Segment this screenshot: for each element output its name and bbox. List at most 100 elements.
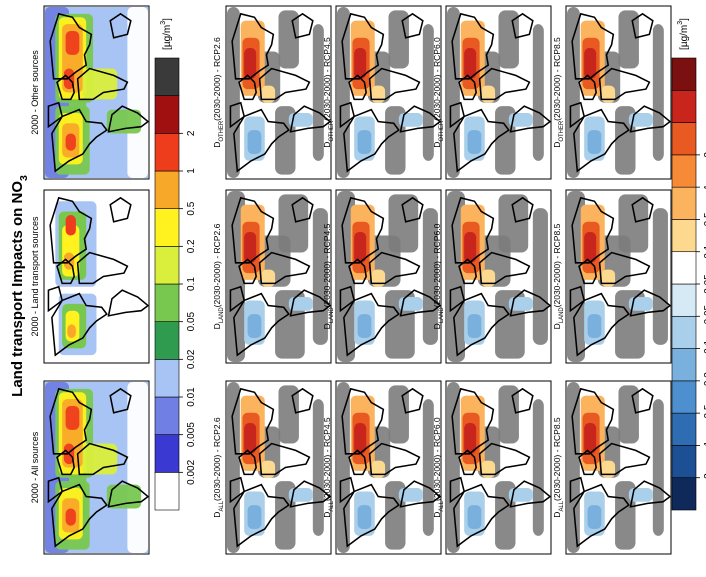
colorbar-tick-text: 0.01 — [186, 387, 197, 407]
panel-label-sub: ALL — [559, 500, 565, 511]
colorbar-swatch — [154, 321, 180, 360]
colorbar-swatch — [154, 170, 180, 209]
colorbar-swatch — [671, 154, 697, 188]
panel-label-sub: ALL — [219, 500, 225, 511]
map-content — [447, 381, 551, 553]
masked-region — [227, 190, 246, 362]
colorbar-tick-text: -0.2 — [703, 372, 706, 390]
anomaly-patch — [247, 130, 262, 155]
panel-label-prefix: D — [322, 323, 332, 329]
colorbar-tick-label: 0.2 — [186, 239, 197, 253]
anomaly-patch — [628, 488, 653, 502]
map-content — [337, 6, 441, 178]
figure-title-group: Land transport Impacts on NO3 — [9, 175, 30, 397]
colorbar-swatch — [671, 89, 697, 123]
map-content — [567, 190, 671, 362]
map-content — [567, 6, 671, 178]
masked-region — [498, 194, 529, 253]
map-content — [227, 190, 331, 362]
map-panel-top-1 — [43, 189, 150, 364]
colorbar-tick-text: 2 — [703, 152, 706, 158]
colorbar-swatch — [671, 380, 697, 414]
masked-region — [652, 24, 664, 161]
masked-region — [652, 399, 664, 536]
map-panel-all-rcp45 — [335, 380, 442, 555]
anomaly-patch — [464, 48, 477, 79]
masked-region — [532, 24, 544, 161]
left-colorbar: 0.002 0.005 0.01 0.02 0.05 0.1 0.2 0.5 1 2 [µg/m3] — [154, 18, 197, 511]
map-panel-all-rcp60 — [445, 380, 552, 555]
colorbar-unit-sup: 3 — [677, 21, 684, 25]
right-colorbar: -2 -1 -0.5 -0.2 -0.1 -0.05 0.05 0.1 0.5 1 2 [µg/m3] — [671, 18, 706, 511]
anomaly-patch — [288, 488, 313, 502]
colorbar-swatch — [154, 283, 180, 322]
map-panel-land-rcp26 — [225, 189, 332, 364]
colorbar-tick-label: 0.05 — [186, 311, 197, 331]
panel-label-sub: LAND — [559, 307, 565, 323]
panel-label-other-2: DOTHER(2030-2000) - RCP6.0 — [432, 37, 444, 148]
colorbar-tick-text: 0.05 — [186, 311, 197, 331]
colorbar-tick-label: -2 — [703, 473, 706, 482]
anomaly-patch — [244, 423, 257, 454]
map-panel-other-rcp60 — [445, 5, 552, 180]
colorbar-swatch — [154, 208, 180, 247]
colorbar-tick-text: 0.02 — [186, 349, 197, 369]
colorbar-tick-text: 0.5 — [186, 201, 197, 215]
colorbar-tick-label: 0.002 — [186, 459, 197, 484]
colorbar-tick-text: -0.1 — [703, 340, 706, 358]
panel-label-suffix: (2030-2000) - RCP8.5 — [552, 223, 562, 307]
colorbar-tick-text: 2 — [186, 130, 197, 136]
colorbar-unit-sup: 3 — [160, 21, 167, 25]
panel-label-sub: ALL — [329, 500, 335, 511]
map-panel-all-rcp26 — [225, 380, 332, 555]
colorbar-tick-label: 2 — [186, 130, 197, 136]
anomaly-patch — [467, 314, 482, 339]
anomaly-patch — [481, 460, 496, 478]
panel-label-other-0: DOTHER(2030-2000) - RCP2.6 — [212, 37, 224, 148]
masked-region — [227, 381, 240, 553]
masked-region — [278, 194, 309, 253]
map-content — [567, 381, 671, 553]
colorbar-tick-label: 0.05 — [703, 274, 706, 294]
colorbar-swatch — [154, 57, 180, 96]
panel-label-prefix: D — [212, 512, 222, 518]
top-panel-label-text: 2000 - Land transport sources — [30, 216, 40, 337]
colorbar-tick-text: -0.5 — [703, 404, 706, 422]
panel-label-sub: LAND — [329, 307, 335, 323]
anomaly-patch — [584, 232, 597, 263]
masked-region — [337, 381, 350, 553]
colorbar-tick-text: 0.2 — [186, 239, 197, 253]
anomaly-patch — [601, 269, 616, 287]
field-patch — [127, 6, 149, 178]
panel-label-sub: ALL — [439, 500, 445, 511]
masked-region — [567, 381, 580, 553]
map-content — [45, 381, 149, 553]
colorbar-tick-label: 0.1 — [703, 244, 706, 258]
colorbar-unit: [µg/m3] — [677, 18, 689, 50]
field-patch — [106, 109, 142, 134]
map-panel-other-rcp85 — [565, 5, 672, 180]
map-panel-top-0 — [43, 380, 150, 555]
colorbar-swatch — [671, 57, 697, 91]
anomaly-patch — [398, 488, 423, 502]
masked-region — [532, 208, 548, 345]
anomaly-patch — [584, 48, 597, 79]
anomaly-patch — [247, 505, 262, 530]
top-panel-label-0: 2000 - All sources — [30, 431, 40, 503]
colorbar-swatch — [671, 219, 697, 253]
panel-label-suffix: (2030-2000) - RCP4.5 — [322, 223, 332, 307]
colorbar-tick-label: 0.02 — [186, 349, 197, 369]
anomaly-patch — [371, 460, 386, 478]
colorbar-swatch — [154, 246, 180, 285]
colorbar-swatch — [154, 434, 180, 473]
anomaly-patch — [354, 48, 367, 79]
colorbar-swatch — [671, 348, 697, 382]
colorbar-tick-text: 1 — [703, 184, 706, 190]
masked-region — [337, 190, 356, 362]
anomaly-patch — [481, 269, 496, 287]
anomaly-patch — [467, 130, 482, 155]
panel-label-other-3: DOTHER(2030-2000) - RCP8.5 — [552, 37, 564, 148]
masked-region — [567, 190, 586, 362]
panel-label-prefix: D — [432, 142, 442, 148]
